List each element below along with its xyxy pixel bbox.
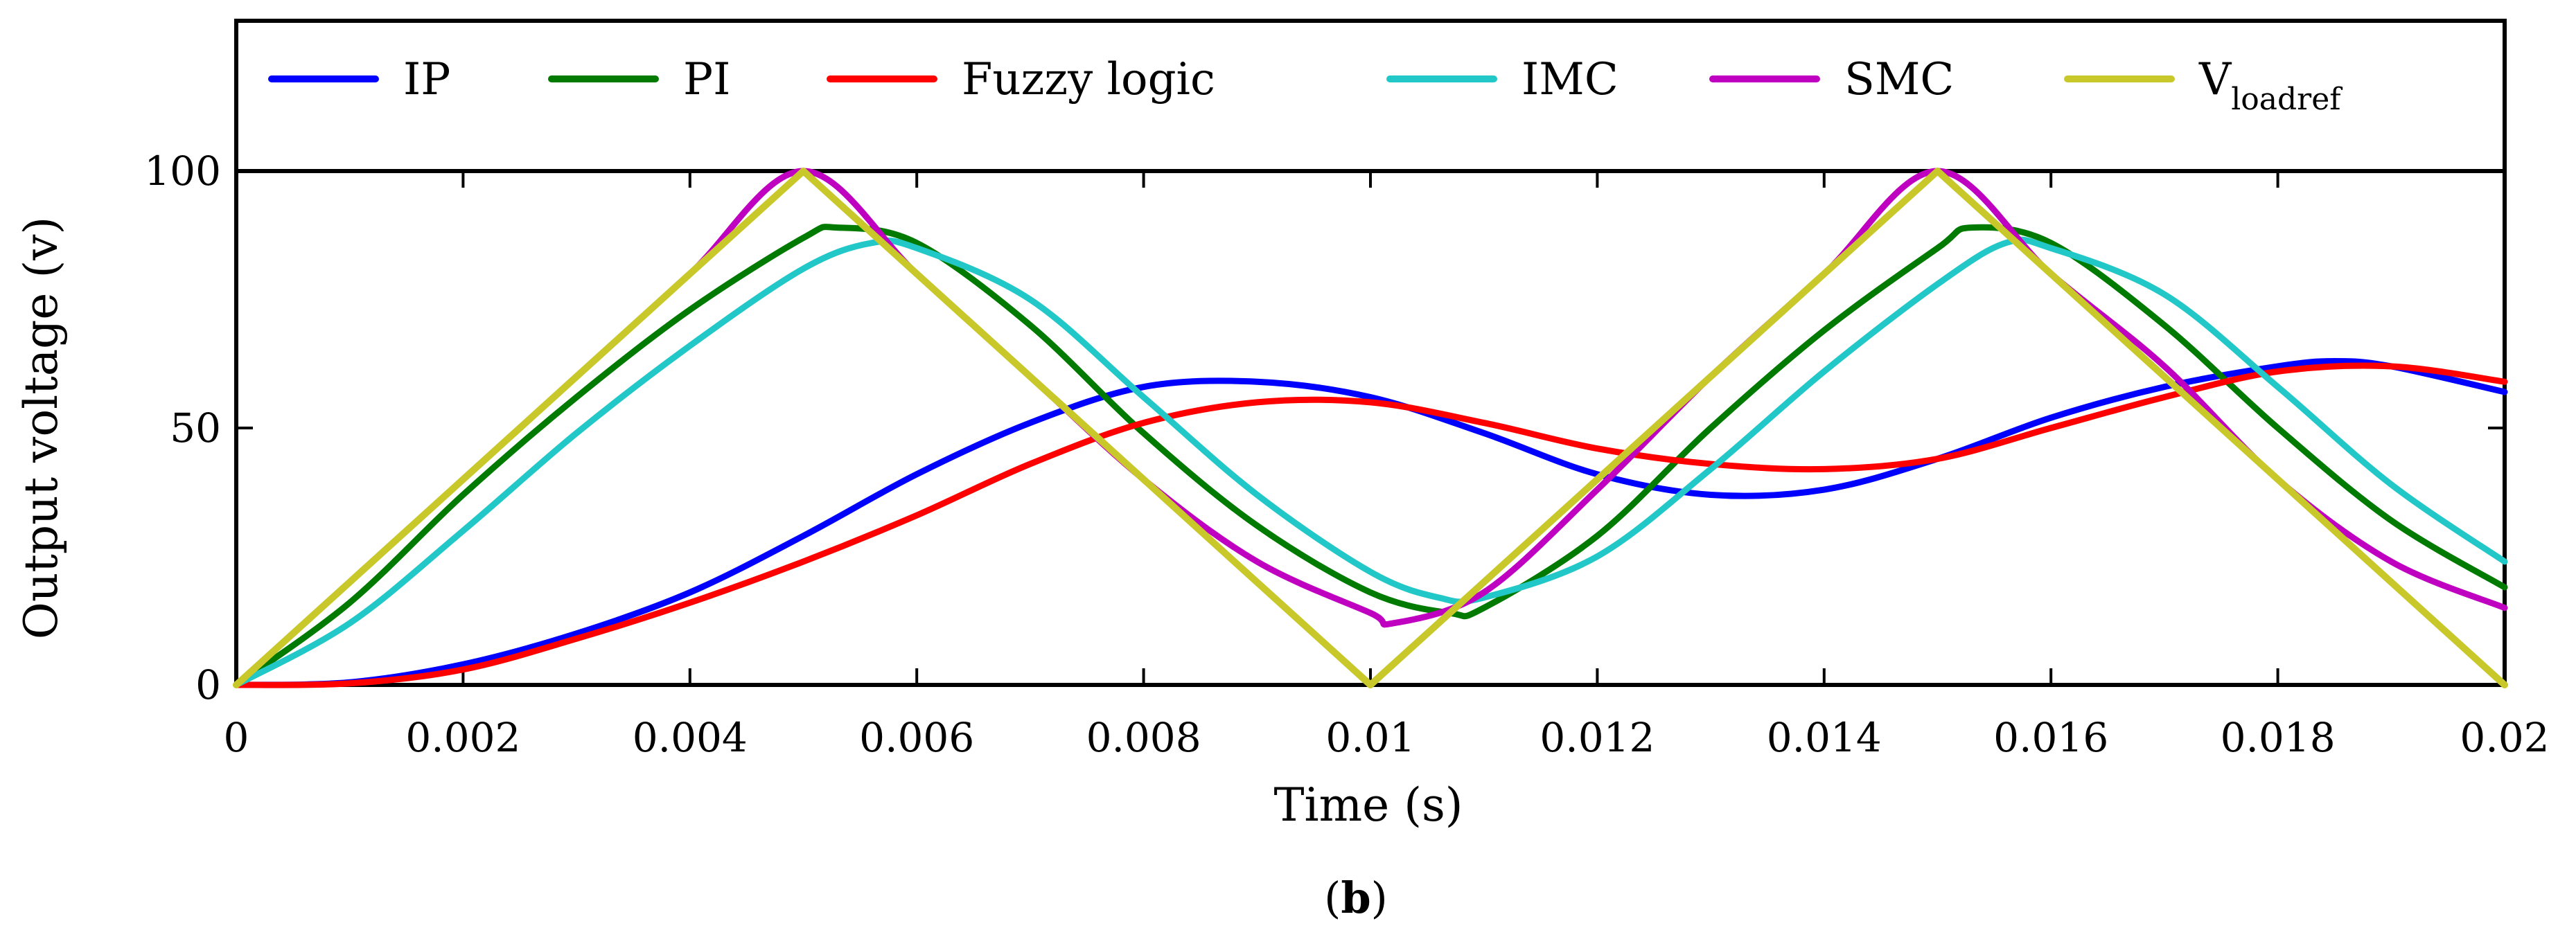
series-line-smc [233, 168, 2508, 688]
series-line-pi [233, 224, 2508, 688]
axis-ticks: 0 0.002 0.004 0.006 0.008 0.01 0.012 0.014 0.016… [144, 148, 2549, 761]
x-tick-label: 0.008 [1086, 714, 1201, 761]
x-tick-label: 0.002 [405, 714, 520, 761]
x-tick-label: 0.02 [2460, 714, 2549, 761]
series-lines [233, 168, 2508, 688]
caption-close: ) [1371, 873, 1388, 923]
legend-label-text: V [2198, 54, 2232, 105]
x-tick-label: 0.012 [1540, 714, 1655, 761]
x-axis-title: Time (s) [1273, 778, 1463, 832]
figure-caption: (b) [1324, 873, 1388, 923]
x-tick-label: 0 [224, 714, 249, 761]
caption-open: ( [1324, 873, 1341, 923]
y-tick-label: 0 [195, 661, 221, 708]
legend-label-text: SMC [1844, 54, 1954, 105]
legend-label-subscript: loadref [2231, 82, 2343, 117]
legend-label-text: IMC [1521, 54, 1618, 105]
legend-label-text: PI [683, 54, 730, 105]
x-tick-label: 0.006 [859, 714, 974, 761]
series-line-fuzzy-logic [233, 362, 2508, 688]
x-tick-label: 0.016 [1993, 714, 2108, 761]
legend-box [234, 19, 2507, 173]
x-tick-label: 0.018 [2221, 714, 2336, 761]
series-line-imc [233, 236, 2508, 688]
x-tick-label: 0.01 [1325, 714, 1415, 761]
x-tick-label: 0.014 [1767, 714, 1882, 761]
x-tick-label: 0.004 [633, 714, 748, 761]
legend-label: IP [403, 54, 450, 105]
legend: IP PI Fuzzy logic IMC SMC Vloadref [268, 54, 2343, 117]
plot-frame [234, 169, 2507, 687]
y-tick-label: 100 [144, 148, 221, 195]
legend-label: Vloadref [2198, 54, 2343, 117]
legend-label-text: Fuzzy logic [962, 54, 1215, 105]
legend-label: Fuzzy logic [962, 54, 1215, 105]
caption-letter: b [1341, 873, 1370, 923]
y-axis-title: Output voltage (v) [15, 217, 68, 639]
series-line-v-loadref [233, 168, 2508, 688]
y-tick-label: 50 [170, 404, 221, 452]
legend-label: IMC [1521, 54, 1618, 105]
legend-label-text: IP [403, 54, 450, 105]
legend-label: SMC [1844, 54, 1954, 105]
legend-label: PI [683, 54, 730, 105]
